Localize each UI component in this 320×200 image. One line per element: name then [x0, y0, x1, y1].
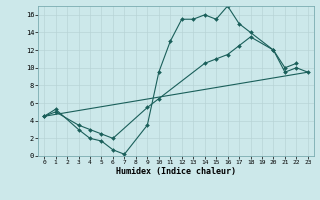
X-axis label: Humidex (Indice chaleur): Humidex (Indice chaleur) — [116, 167, 236, 176]
